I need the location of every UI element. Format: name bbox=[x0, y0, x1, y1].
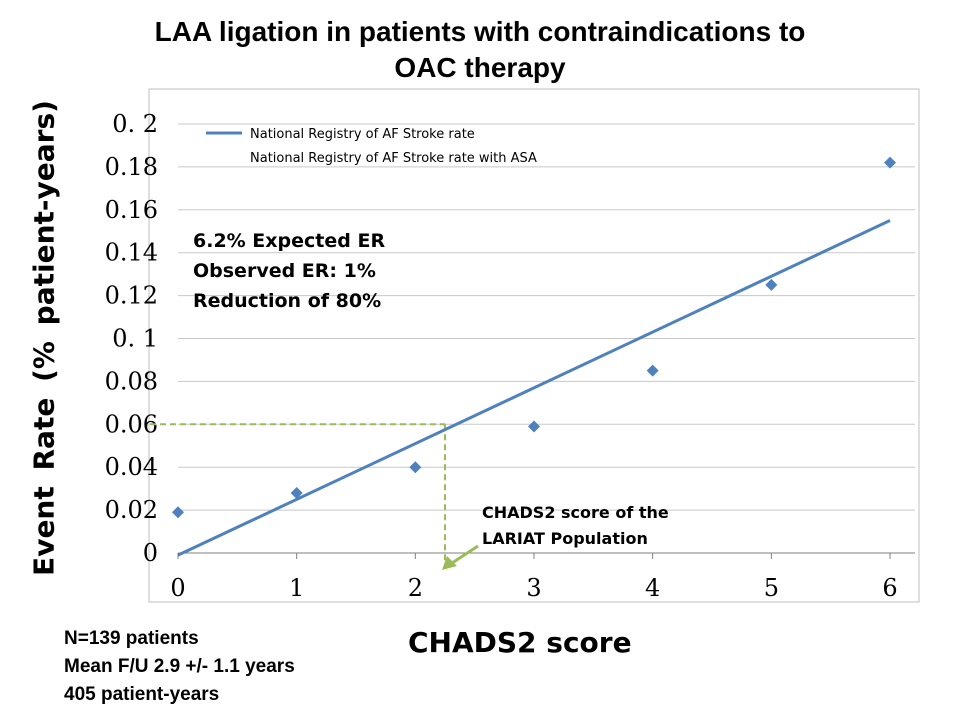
y-tick-labels: 0 0.02 0.04 0.06 0.08 0. 1 0.12 0.14 0.16 0.18 0. … bbox=[105, 110, 158, 567]
y-tick-label: 0.18 bbox=[105, 153, 158, 181]
stroke-rate-trend-line bbox=[177, 219, 891, 557]
footnote-patient-years: 405 patient-years bbox=[64, 684, 220, 705]
plot-border bbox=[148, 88, 920, 603]
series-points-group bbox=[172, 156, 896, 519]
annotation-box: 6.2% Expected ER Observed ER: 1% Reducti… bbox=[193, 230, 385, 312]
y-tick-label: 0. 2 bbox=[112, 110, 158, 138]
legend: National Registry of AF Stroke rate Nati… bbox=[206, 127, 537, 166]
x-tick-label: 6 bbox=[882, 574, 897, 602]
legend-label-stroke-rate: National Registry of AF Stroke rate bbox=[250, 127, 475, 142]
footnote-follow-up: Mean F/U 2.9 +/- 1.1 years bbox=[64, 656, 295, 677]
x-tick-labels: 0 1 2 3 4 5 6 bbox=[170, 574, 897, 602]
y-tick-label: 0.04 bbox=[105, 453, 158, 481]
annotation-expected-er: 6.2% Expected ER bbox=[193, 230, 385, 252]
annotation-reduction: Reduction of 80% bbox=[193, 290, 381, 312]
chart-title-line-1: LAA ligation in patients with contraindi… bbox=[154, 16, 806, 47]
y-tick-label: 0.06 bbox=[105, 410, 158, 438]
data-point-diamond bbox=[172, 506, 184, 519]
legend-label-stroke-rate-asa: National Registry of AF Stroke rate with… bbox=[250, 151, 537, 166]
x-axis-label: CHADS2 score bbox=[408, 626, 632, 659]
reference-guides bbox=[150, 423, 446, 562]
series-line-group bbox=[177, 219, 891, 557]
data-point-diamond bbox=[884, 156, 896, 169]
annotation-observed-er: Observed ER: 1% bbox=[193, 260, 376, 282]
callout: CHADS2 score of the LARIAT Population bbox=[442, 503, 669, 570]
chart-title: LAA ligation in patients with contraindi… bbox=[0, 14, 960, 86]
x-tick-label: 3 bbox=[526, 574, 541, 602]
data-point-diamond bbox=[765, 278, 778, 291]
y-tick-label: 0 bbox=[143, 539, 158, 567]
study-footnotes: N=139 patients Mean F/U 2.9 +/- 1.1 year… bbox=[64, 625, 295, 709]
y-tick-label: 0. 1 bbox=[112, 325, 158, 353]
callout-line-1: CHADS2 score of the bbox=[482, 503, 669, 522]
y-tick-label: 0.02 bbox=[105, 496, 158, 524]
x-tick-label: 4 bbox=[645, 574, 660, 602]
chart-title-line-2: OAC therapy bbox=[394, 52, 566, 83]
x-tick-label: 2 bbox=[408, 574, 423, 602]
data-point-diamond bbox=[290, 486, 303, 499]
y-tick-label: 0.08 bbox=[105, 367, 158, 395]
data-point-diamond bbox=[528, 420, 540, 433]
x-tick-label: 5 bbox=[764, 574, 779, 602]
y-tick-label: 0.16 bbox=[105, 196, 158, 224]
callout-arrow-head bbox=[442, 556, 457, 570]
callout-line-2: LARIAT Population bbox=[482, 529, 648, 548]
grid-lines bbox=[178, 123, 915, 554]
callout-arrow-shaft bbox=[451, 544, 479, 565]
data-point-diamond bbox=[646, 364, 659, 377]
x-tick-marks bbox=[177, 553, 891, 559]
x-tick-label: 0 bbox=[170, 574, 185, 602]
footnote-patients: N=139 patients bbox=[64, 628, 199, 649]
y-tick-label: 0.14 bbox=[105, 239, 158, 267]
x-tick-label: 1 bbox=[289, 574, 304, 602]
data-point-diamond bbox=[409, 461, 422, 474]
y-tick-label: 0.12 bbox=[105, 282, 158, 310]
